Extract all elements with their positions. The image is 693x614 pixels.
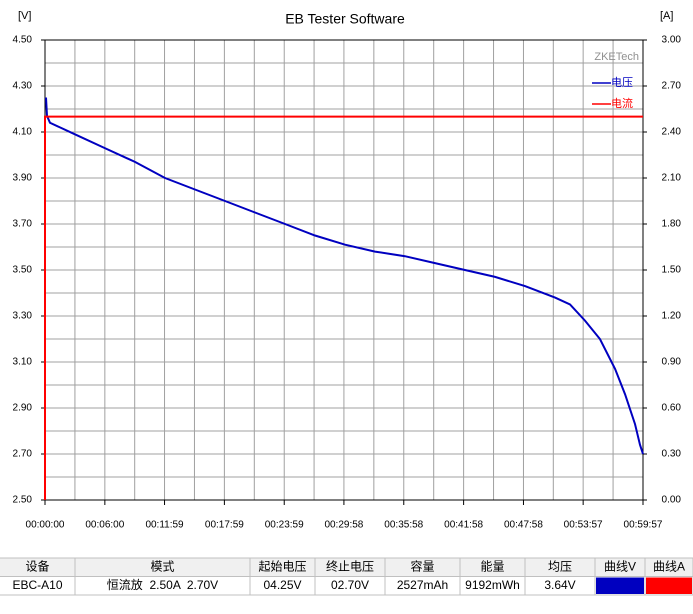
table-cell: 9192mWh xyxy=(465,578,520,592)
table-header: 终止电压 xyxy=(326,558,374,573)
y2-tick-label: 2.10 xyxy=(662,173,682,184)
x-tick-label: 00:06:00 xyxy=(85,520,124,531)
y-tick-label: 3.90 xyxy=(13,173,33,184)
table-cell: 04.25V xyxy=(263,578,301,592)
chart-title: EB Tester Software xyxy=(285,11,405,27)
y-tick-label: 3.50 xyxy=(13,265,33,276)
y-tick-label: 3.70 xyxy=(13,219,33,230)
y2-axis-label: [A] xyxy=(660,10,673,22)
y2-tick-label: 2.70 xyxy=(662,81,682,92)
y-tick-label: 4.10 xyxy=(13,127,33,138)
y2-tick-label: 0.30 xyxy=(662,449,682,460)
x-tick-label: 00:35:58 xyxy=(384,520,423,531)
y-axis-label: [V] xyxy=(18,10,31,22)
table-header: 模式 xyxy=(150,559,174,573)
x-tick-label: 00:47:58 xyxy=(504,520,543,531)
watermark: ZKETech xyxy=(594,51,639,63)
legend-label: 电压 xyxy=(611,76,633,89)
table-header: 曲线V xyxy=(604,559,636,573)
table-cell: 02.70V xyxy=(331,578,369,592)
curve-color-swatch xyxy=(646,577,692,594)
x-tick-label: 00:11:59 xyxy=(145,520,184,531)
table-cell: 3.64V xyxy=(544,578,575,592)
x-tick-label: 00:41:58 xyxy=(444,520,483,531)
x-tick-label: 00:59:57 xyxy=(624,520,663,531)
y2-tick-label: 0.00 xyxy=(662,495,682,506)
curve-color-swatch xyxy=(596,577,644,594)
y-tick-label: 2.70 xyxy=(13,449,33,460)
y-tick-label: 3.10 xyxy=(13,357,33,368)
y-tick-label: 4.30 xyxy=(13,81,33,92)
x-tick-label: 00:29:58 xyxy=(324,520,363,531)
table-header: 起始电压 xyxy=(258,559,306,573)
y2-tick-label: 0.90 xyxy=(662,357,682,368)
x-tick-label: 00:53:57 xyxy=(564,520,603,531)
y2-tick-label: 3.00 xyxy=(662,35,682,46)
y2-tick-label: 1.20 xyxy=(662,311,682,322)
x-tick-label: 00:00:00 xyxy=(26,520,65,531)
y-tick-label: 3.30 xyxy=(13,311,33,322)
table-cell: 2527mAh xyxy=(397,578,448,592)
y-tick-label: 2.90 xyxy=(13,403,33,414)
legend-label: 电流 xyxy=(611,96,633,110)
y-tick-label: 2.50 xyxy=(13,495,33,506)
y2-tick-label: 1.80 xyxy=(662,219,682,230)
table-cell: 恒流放 2.50A 2.70V xyxy=(107,577,218,592)
table-header: 设备 xyxy=(25,559,49,573)
series-line xyxy=(44,97,644,455)
y2-tick-label: 0.60 xyxy=(662,403,682,414)
table-cell: EBC-A10 xyxy=(12,578,62,592)
table-header: 均压 xyxy=(548,559,572,573)
x-tick-label: 00:23:59 xyxy=(265,520,304,531)
y-tick-label: 4.50 xyxy=(13,35,33,46)
x-tick-label: 00:17:59 xyxy=(205,520,244,531)
y2-tick-label: 1.50 xyxy=(662,265,682,276)
table-header: 容量 xyxy=(410,558,434,573)
table-header-bg xyxy=(0,558,693,577)
series-line xyxy=(44,115,643,500)
table-header: 能量 xyxy=(480,559,504,573)
table-header: 曲线A xyxy=(653,559,685,573)
y2-tick-label: 2.40 xyxy=(662,127,682,138)
